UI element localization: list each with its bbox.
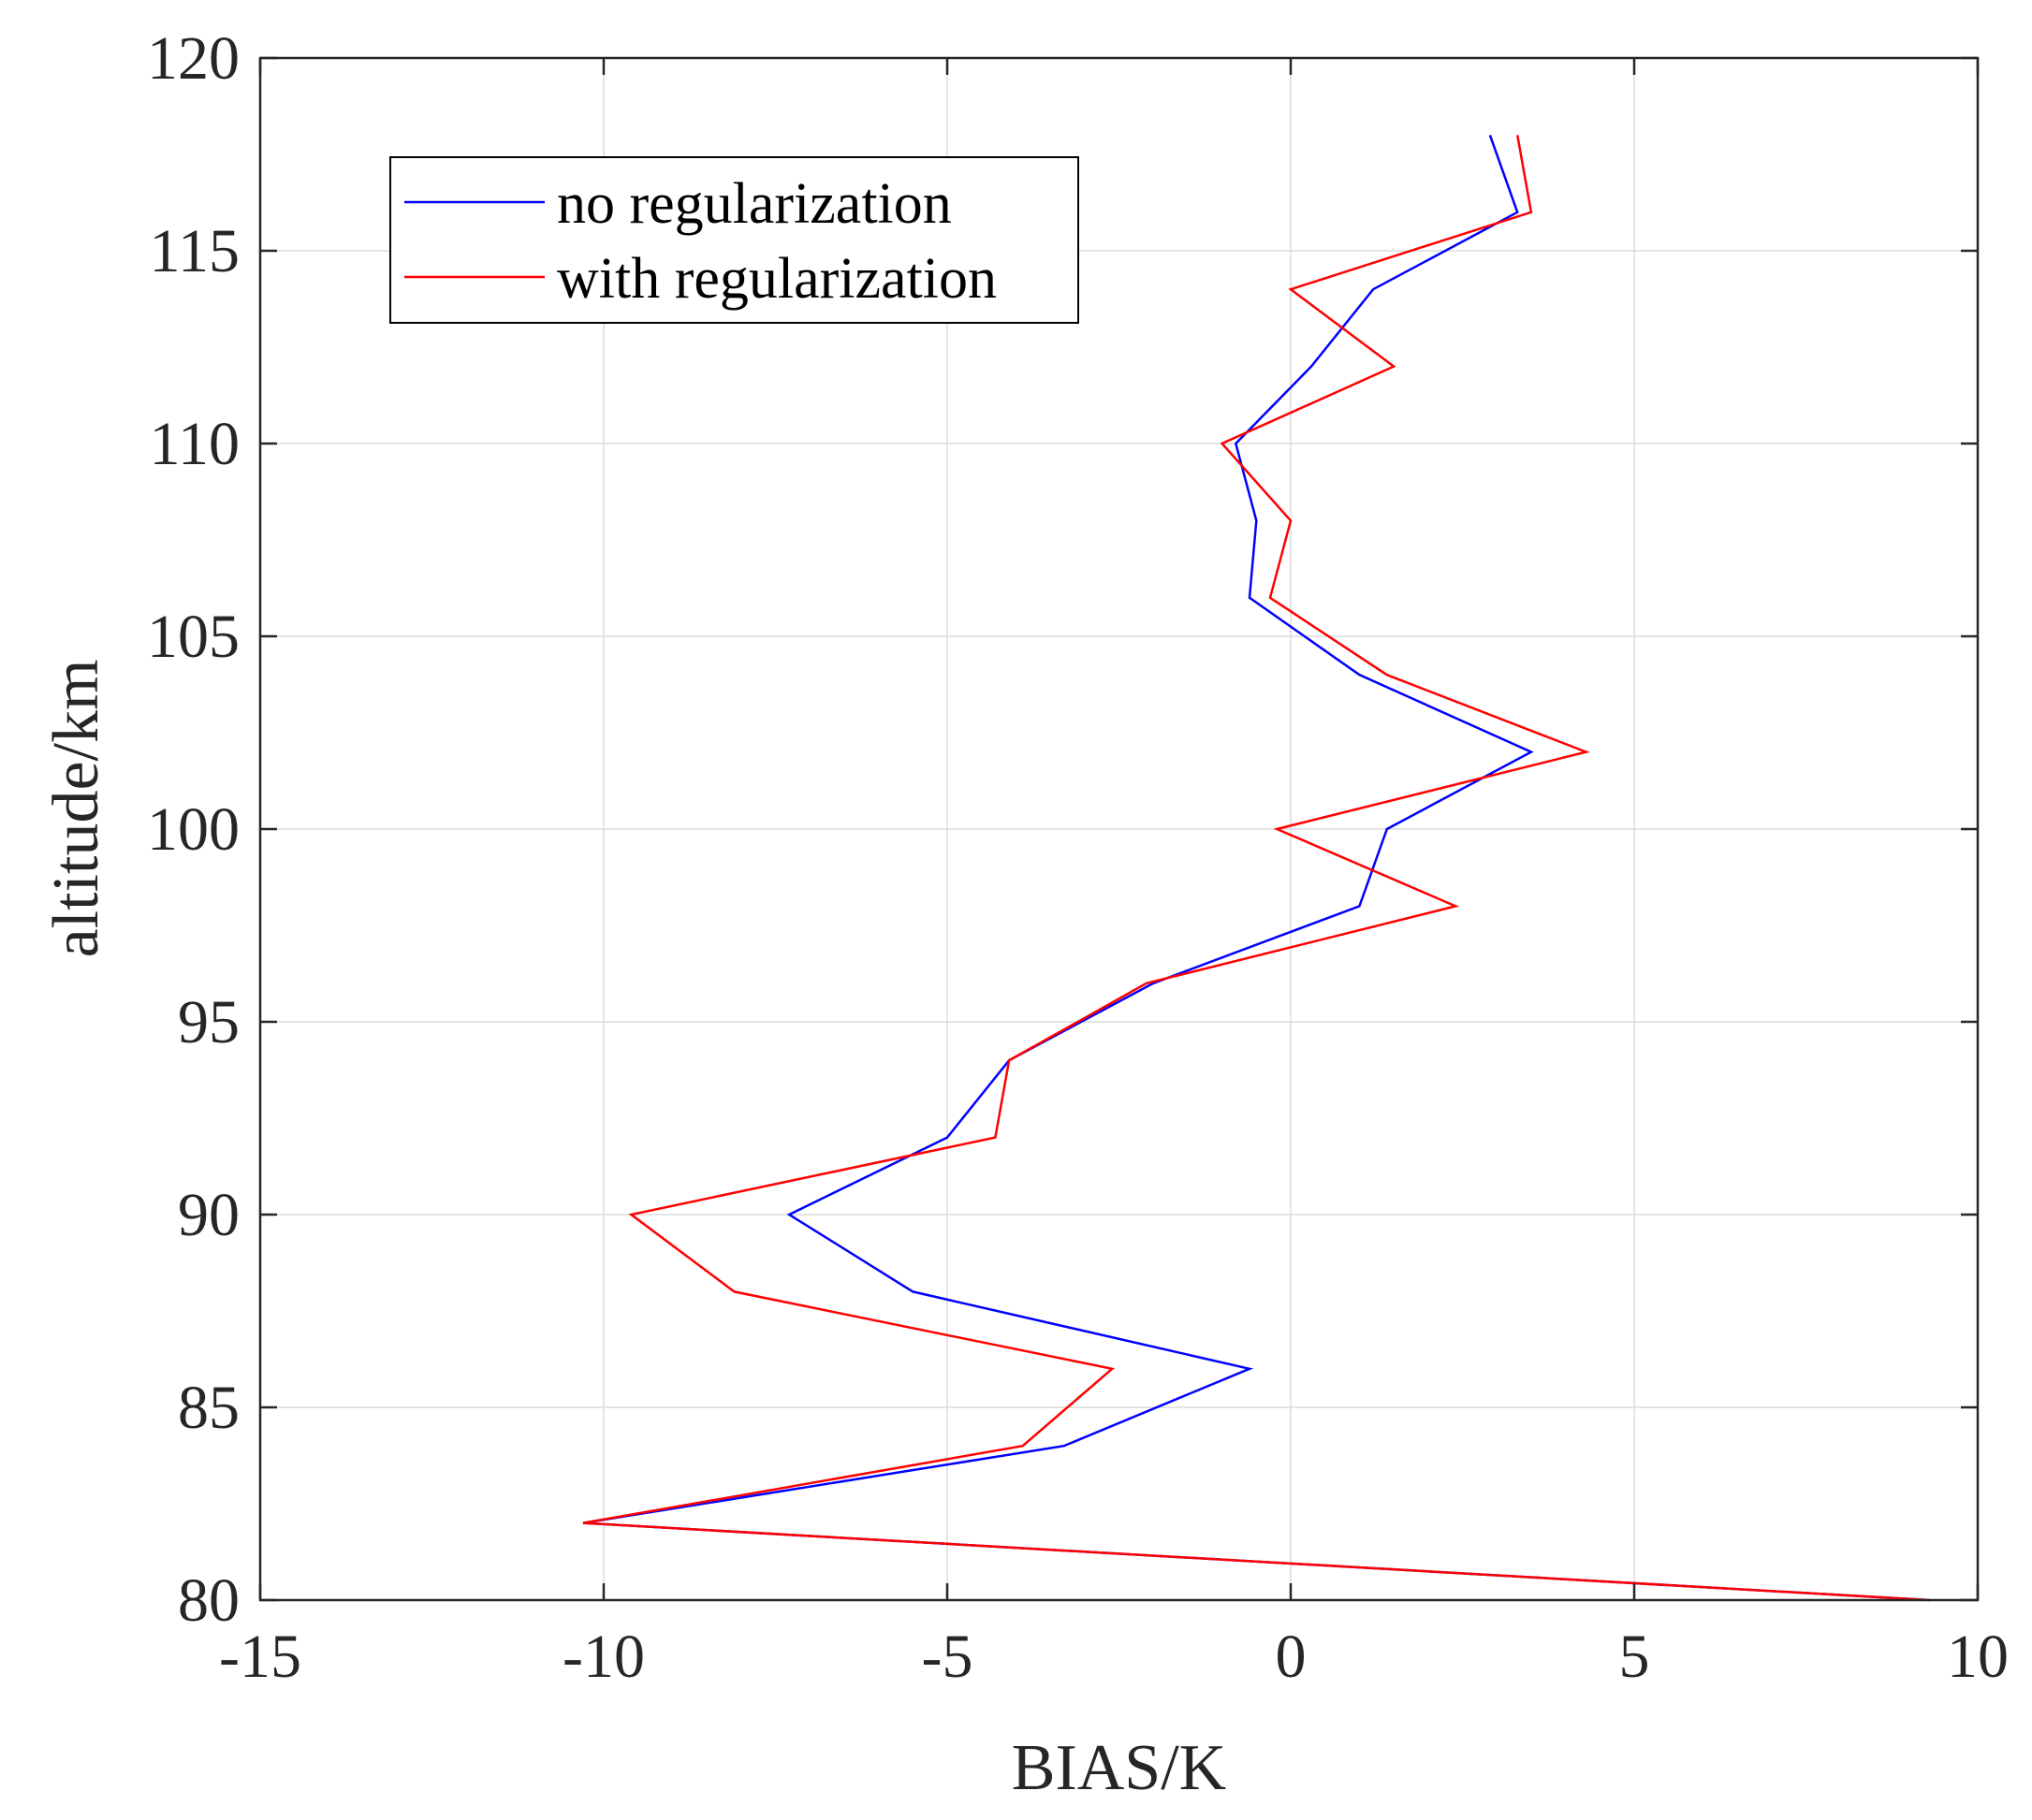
x-axis-title: BIAS/K <box>1012 1732 1226 1804</box>
y-tick-label: 120 <box>147 24 240 93</box>
ticks: -15 -10 -5 0 5 10 80 85 90 95 100 105 110 115 120 <box>147 24 2009 1691</box>
series-line-no-regularization <box>582 134 1930 1602</box>
y-tick-label: 80 <box>178 1566 240 1635</box>
x-tick-label: 10 <box>1947 1623 2009 1691</box>
y-tick-label: 110 <box>149 410 240 478</box>
legend-box <box>389 156 1079 324</box>
legend-label-no-regularization: no regularization <box>557 172 952 236</box>
legend: no regularization with regularization <box>389 156 1079 324</box>
y-tick-label: 90 <box>178 1181 240 1249</box>
y-tick-label: 95 <box>178 988 240 1056</box>
plot-series <box>582 134 1930 1602</box>
x-tick-label: -15 <box>219 1623 301 1691</box>
x-tick-label: 0 <box>1276 1623 1307 1691</box>
y-tick-label: 100 <box>147 795 240 864</box>
y-tick-label: 105 <box>147 603 240 671</box>
x-tick-label: 5 <box>1619 1623 1650 1691</box>
y-tick-label: 115 <box>149 217 240 285</box>
series-line-with-regularization <box>582 135 1930 1602</box>
x-tick-label: -10 <box>563 1623 645 1691</box>
legend-label-with-regularization: with regularization <box>557 247 997 311</box>
x-tick-label: -5 <box>922 1623 973 1691</box>
y-tick-label: 85 <box>178 1374 240 1442</box>
y-axis-title: altitude/km <box>40 660 112 958</box>
